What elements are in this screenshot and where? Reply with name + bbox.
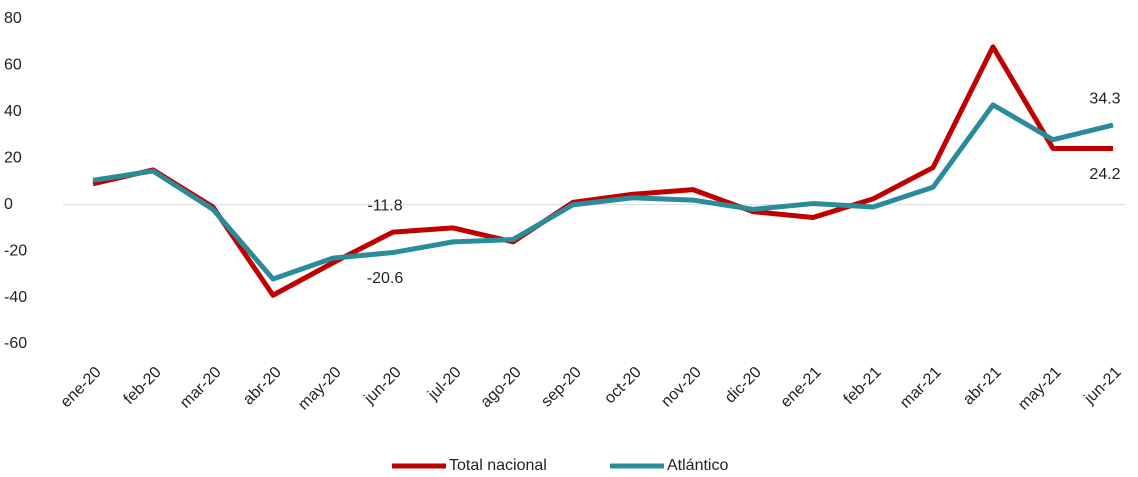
x-tick-label: mar-21 xyxy=(897,364,945,412)
y-tick-label: -60 xyxy=(4,335,27,352)
x-tick-label: ene-20 xyxy=(58,364,105,411)
x-tick-label: feb-20 xyxy=(121,364,165,408)
data-label: 24.2 xyxy=(1089,166,1120,183)
x-tick-label: jun-21 xyxy=(1081,364,1125,408)
legend-label: Total nacional xyxy=(449,457,547,474)
x-tick-label: mar-20 xyxy=(177,364,225,412)
data-label: 34.3 xyxy=(1089,90,1120,107)
y-tick-label: 20 xyxy=(4,150,22,167)
x-tick-label: abr-21 xyxy=(960,364,1005,409)
series-line xyxy=(92,102,1114,282)
data-label: -20.6 xyxy=(367,270,404,287)
x-tick-label: may-21 xyxy=(1015,364,1065,414)
series-line xyxy=(92,44,1113,298)
y-tick-label: -40 xyxy=(4,289,27,306)
x-tick-label: ene-21 xyxy=(778,364,825,411)
y-tick-label: 80 xyxy=(4,10,22,27)
x-tick-label: abr-20 xyxy=(240,364,285,409)
y-tick-label: 60 xyxy=(4,57,22,74)
y-tick-label: 40 xyxy=(4,103,22,120)
x-tick-label: may-20 xyxy=(295,364,345,414)
x-tick-label: sep-20 xyxy=(538,364,585,411)
x-tick-label: ago-20 xyxy=(478,364,525,411)
x-tick-label: dic-20 xyxy=(722,364,765,407)
legend-label: Atlántico xyxy=(667,457,728,474)
x-tick-label: jul-20 xyxy=(424,364,464,404)
x-tick-label: nov-20 xyxy=(658,364,705,411)
y-tick-label: 0 xyxy=(4,196,13,213)
x-tick-label: feb-21 xyxy=(841,364,885,408)
data-label: -11.8 xyxy=(367,197,402,214)
x-tick-label: oct-20 xyxy=(601,364,645,408)
x-tick-label: jun-20 xyxy=(361,364,405,408)
y-tick-label: -20 xyxy=(4,242,27,259)
